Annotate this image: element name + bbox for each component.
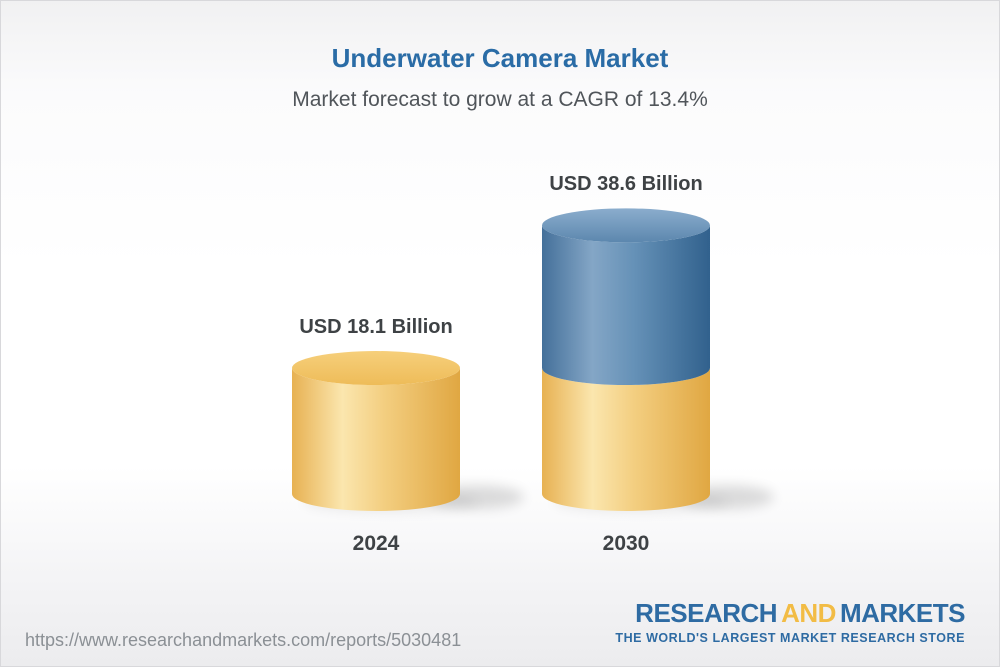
logo-word-research: RESEARCH (635, 598, 778, 628)
cylinder-segment-2030-blue (542, 225, 710, 386)
logo-word-markets: MARKETS (839, 598, 966, 628)
cylinder-segment-2024-gold (292, 368, 460, 511)
logo-word-and: AND (781, 598, 836, 628)
researchandmarkets-logo: RESEARCH AND MARKETS THE WORLD'S LARGEST M… (615, 600, 965, 645)
logo-tagline: THE WORLD'S LARGEST MARKET RESEARCH STOR… (615, 631, 965, 645)
cylinder-segment-2030-gold (542, 368, 710, 511)
cylinder-top-2030 (542, 208, 710, 243)
axis-label-2030: 2030 (602, 532, 650, 555)
logo-wordmark: RESEARCH AND MARKETS (615, 600, 965, 626)
axis-label-2024: 2024 (352, 532, 400, 555)
value-label-2030: USD 38.6 Billion (549, 173, 703, 196)
report-url: https://www.researchandmarkets.com/repor… (25, 630, 462, 650)
page-subtitle: Market forecast to grow at a CAGR of 13.… (292, 88, 708, 111)
cylinder-top-2024 (292, 351, 460, 386)
page-title: Underwater Camera Market (331, 43, 669, 73)
value-label-2024: USD 18.1 Billion (299, 316, 453, 339)
